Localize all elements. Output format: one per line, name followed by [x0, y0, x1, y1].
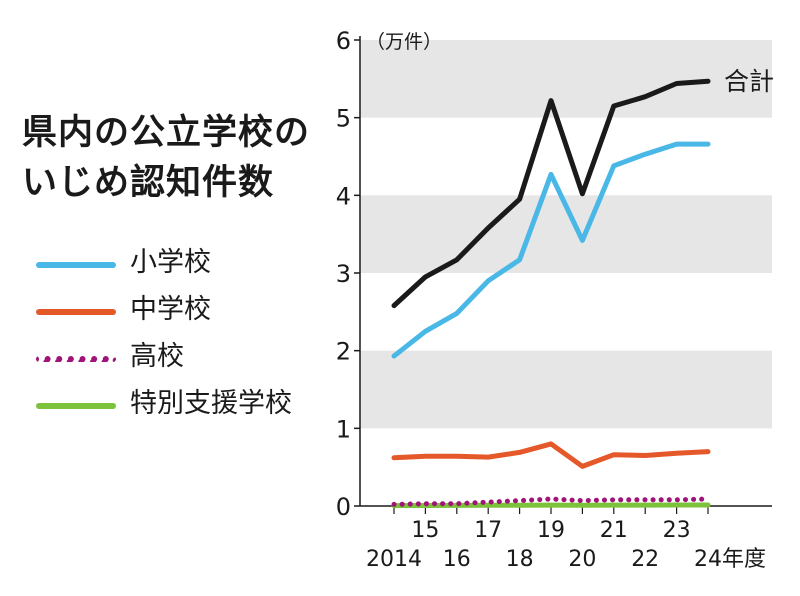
y-tick-label-3: 3 [336, 260, 351, 288]
x-tick-label-2023: 23 [663, 518, 691, 543]
legend-swatch-special-needs [36, 403, 116, 409]
x-tick-label-2020: 20 [568, 547, 596, 572]
legend-item-special-needs: 特別支援学校 [36, 384, 336, 424]
legend-swatch-elementary [36, 262, 116, 268]
y-unit-label: （万件） [366, 31, 442, 53]
y-tick-label-6: 6 [336, 27, 351, 55]
legend-swatch-junior-high [36, 309, 116, 315]
y-tick-label-0: 0 [336, 493, 351, 521]
x-tick-label-2014: 2014 [366, 547, 422, 572]
chart-title-line-2: いじめ認知件数 [22, 163, 275, 203]
series-line-elementary [391, 141, 711, 359]
x-tick-label-2024: 24年度 [694, 547, 766, 572]
total-end-label: 合計 [724, 67, 774, 96]
x-tick-label-2021: 21 [600, 518, 628, 543]
x-tick-label-2016: 16 [443, 547, 471, 572]
series-line-total [391, 78, 711, 309]
x-tick-label-2019: 19 [537, 518, 565, 543]
legend-item-elementary: 小学校 [36, 243, 336, 283]
legend-label-junior-high: 中学校 [130, 294, 211, 325]
chart-title: 県内の公立学校の いじめ認知件数 [22, 108, 310, 208]
legend-label-elementary: 小学校 [130, 247, 211, 278]
grid-band-1-2 [360, 350, 772, 429]
y-tick-label-4: 4 [336, 182, 351, 210]
grid-bands [360, 40, 772, 429]
legend-item-high: 高校 [36, 337, 336, 377]
chart-title-line-1: 県内の公立学校の [22, 113, 311, 153]
legend-label-high: 高校 [130, 341, 184, 372]
grid-band-5-6 [360, 40, 772, 118]
end-labels: 合計 [724, 67, 774, 96]
x-tick-label-2018: 18 [506, 547, 534, 572]
y-tick-label-2: 2 [336, 338, 351, 366]
legend-swatch-high [36, 356, 116, 362]
x-tick-label-2022: 22 [631, 547, 659, 572]
x-tick-label-2015: 15 [411, 518, 439, 543]
series-line-special-needs [391, 502, 711, 509]
series-line-junior-high [391, 441, 711, 469]
legend-item-junior-high: 中学校 [36, 290, 336, 330]
series-lines [391, 78, 711, 509]
x-tick-label-2017: 17 [474, 518, 502, 543]
y-tick-label-5: 5 [336, 105, 351, 133]
y-tick-label-1: 1 [336, 415, 351, 443]
legend-label-special-needs: 特別支援学校 [130, 388, 292, 419]
